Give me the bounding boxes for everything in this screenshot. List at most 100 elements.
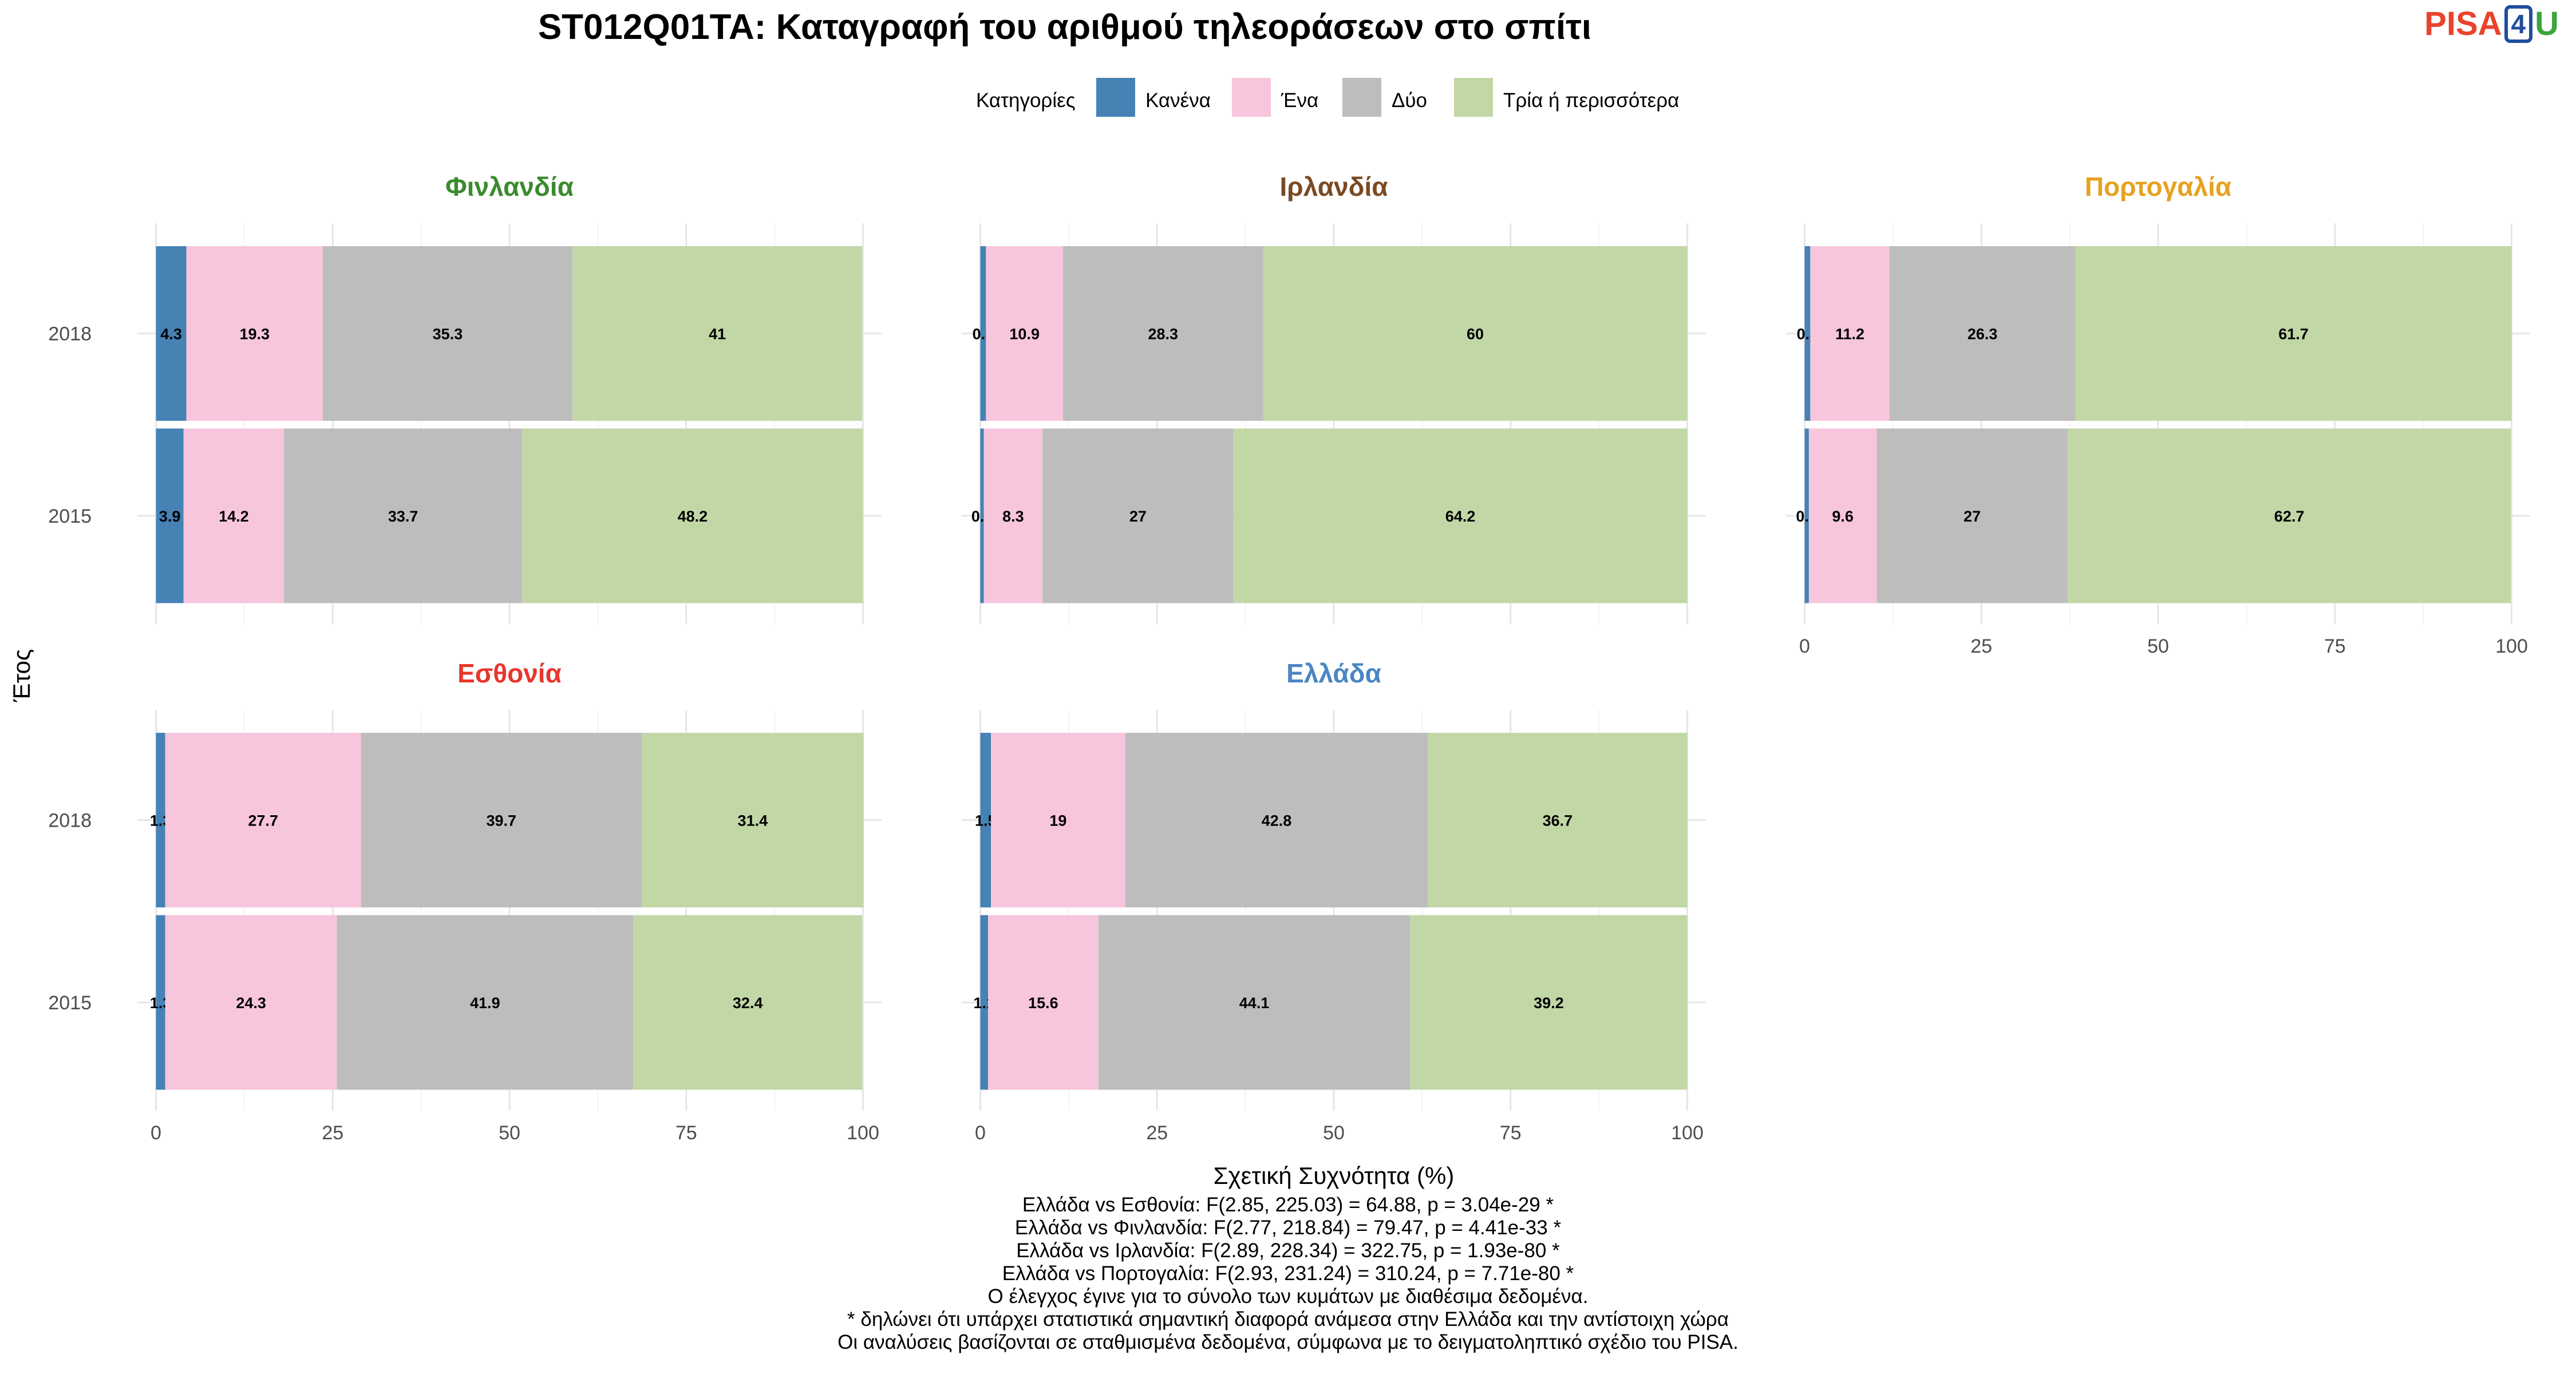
- x-tick-label: 0: [1799, 635, 1810, 657]
- legend-key-swatch: [1342, 78, 1381, 117]
- x-tick-label: 50: [2147, 635, 2169, 657]
- bar-segment: [156, 915, 165, 1090]
- footnote-line: Ελλάδα vs Ιρλανδία: F(2.89, 228.34) = 32…: [1016, 1239, 1560, 1262]
- x-tick-label: 50: [1323, 1122, 1345, 1144]
- legend-title: Κατηγορίες: [976, 89, 1076, 112]
- footnotes: Ελλάδα vs Εσθονία: F(2.85, 225.03) = 64.…: [0, 1194, 2576, 1354]
- legend-key-label: Κανένα: [1145, 89, 1211, 112]
- panel-title: Ιρλανδία: [1279, 172, 1388, 202]
- bar-segment: [165, 915, 337, 1090]
- bar-value-label: 26.3: [1967, 326, 1998, 343]
- bar-segment: [1804, 428, 1809, 603]
- bar-value-label: 8.3: [1002, 508, 1024, 525]
- legend-key-label: Δύο: [1392, 89, 1427, 112]
- bar-segment: [1042, 428, 1234, 603]
- bar-value-label: 39.2: [1534, 994, 1564, 1012]
- panel-title: Πορτογαλία: [2085, 172, 2231, 202]
- bar-value-label: 11.2: [1835, 326, 1864, 343]
- bar-value-label: 60: [1467, 326, 1484, 343]
- footnote-line: * δηλώνει ότι υπάρχει στατιστικά σημαντι…: [847, 1308, 1729, 1330]
- x-tick-label: 100: [847, 1122, 879, 1144]
- footnote-line: Οι αναλύσεις βασίζονται σε σταθμισμένα δ…: [837, 1331, 1739, 1353]
- bar-value-label: 61.7: [2278, 326, 2309, 343]
- pisa4u-logo: PISA 4 U: [2424, 5, 2559, 43]
- bar-segment: [2075, 246, 2512, 421]
- y-axis-title: Έτος: [8, 649, 35, 703]
- bar-segment: [1125, 733, 1428, 907]
- panel-title: Εσθονία: [457, 658, 562, 688]
- y-tick-label: 2015: [48, 506, 92, 527]
- legend-key-label: Ένα: [1281, 89, 1318, 112]
- bar-value-label: 15.6: [1028, 994, 1058, 1012]
- logo-part-pisa: PISA: [2424, 5, 2502, 42]
- bar-value-label: 39.7: [487, 812, 517, 830]
- bar-value-label: 32.4: [733, 994, 763, 1012]
- bar-value-label: 19.3: [240, 326, 270, 343]
- y-tick-label: 2015: [48, 992, 92, 1014]
- bar-value-label: 44.1: [1239, 994, 1270, 1012]
- footnote-line: Ελλάδα vs Εσθονία: F(2.85, 225.03) = 64.…: [1022, 1194, 1554, 1216]
- bar-value-label: 36.7: [1543, 812, 1573, 830]
- bar-value-label: 64.2: [1445, 508, 1476, 525]
- bar-segment: [1263, 246, 1688, 421]
- bar-segment: [980, 246, 986, 421]
- bar-segment: [572, 246, 863, 421]
- bar-value-label: 42.8: [1262, 812, 1292, 830]
- bar-segment: [1876, 428, 2068, 603]
- bar-segment: [991, 733, 1125, 907]
- y-tick-label: 2018: [48, 810, 92, 832]
- bar-segment: [633, 915, 863, 1090]
- bar-value-label: 9.6: [1832, 508, 1854, 525]
- x-tick-label: 25: [1146, 1122, 1168, 1144]
- bar-value-label: 31.4: [738, 812, 768, 830]
- x-tick-label: 75: [675, 1122, 697, 1144]
- bar-segment: [988, 915, 1099, 1090]
- logo-part-u: U: [2535, 5, 2559, 42]
- footnote-line: Ο έλεγχος έγινε για το σύνολο των κυμάτω…: [987, 1285, 1589, 1308]
- bar-segment: [1810, 246, 1890, 421]
- bar-segment: [980, 428, 984, 603]
- x-tick-label: 100: [2495, 635, 2528, 657]
- bar-value-label: 24.3: [236, 994, 266, 1012]
- bar-value-label: 27.7: [248, 812, 278, 830]
- panel-title: Φινλανδία: [445, 172, 574, 202]
- panel-title: Ελλάδα: [1286, 658, 1381, 688]
- bar-segment: [337, 915, 634, 1090]
- bar-segment: [156, 246, 187, 421]
- bar-segment: [156, 733, 165, 907]
- bar-value-label: 35.3: [433, 326, 463, 343]
- bar-value-label: 27: [1129, 508, 1147, 525]
- chart-title: ST012Q01TA: Καταγραφή του αριθμού τηλεορ…: [538, 7, 1591, 47]
- x-tick-label: 75: [1500, 1122, 1522, 1144]
- bar-segment: [183, 428, 285, 603]
- x-axis-title: Σχετική Συχνότητα (%): [1214, 1162, 1455, 1189]
- bar-value-label: 62.7: [2274, 508, 2305, 525]
- bar-segment: [2067, 428, 2511, 603]
- bar-segment: [156, 428, 184, 603]
- x-tick-label: 25: [322, 1122, 343, 1144]
- bar-segment: [522, 428, 863, 603]
- bar-value-label: 41.9: [470, 994, 500, 1012]
- bar-value-label: 33.7: [388, 508, 418, 525]
- bar-segment: [1410, 915, 1688, 1090]
- bar-value-label: 41: [709, 326, 726, 343]
- bar-segment: [983, 428, 1043, 603]
- bar-segment: [165, 733, 361, 907]
- bar-value-label: 28.3: [1148, 326, 1178, 343]
- footnote-line: Ελλάδα vs Φινλανδία: F(2.77, 218.84) = 7…: [1014, 1217, 1562, 1239]
- bar-value-label: 27: [1963, 508, 1981, 525]
- bar-segment: [284, 428, 523, 603]
- legend-key-swatch: [1096, 78, 1135, 117]
- bar-segment: [641, 733, 864, 907]
- x-tick-label: 50: [499, 1122, 520, 1144]
- bar-segment: [361, 733, 642, 907]
- x-tick-label: 25: [1970, 635, 1992, 657]
- bar-value-label: 3.9: [159, 508, 181, 525]
- logo-part-4: 4: [2504, 5, 2533, 43]
- bar-segment: [1808, 428, 1877, 603]
- bar-value-label: 19: [1049, 812, 1066, 830]
- bar-segment: [980, 733, 991, 907]
- bar-segment: [322, 246, 572, 421]
- bar-segment: [186, 246, 323, 421]
